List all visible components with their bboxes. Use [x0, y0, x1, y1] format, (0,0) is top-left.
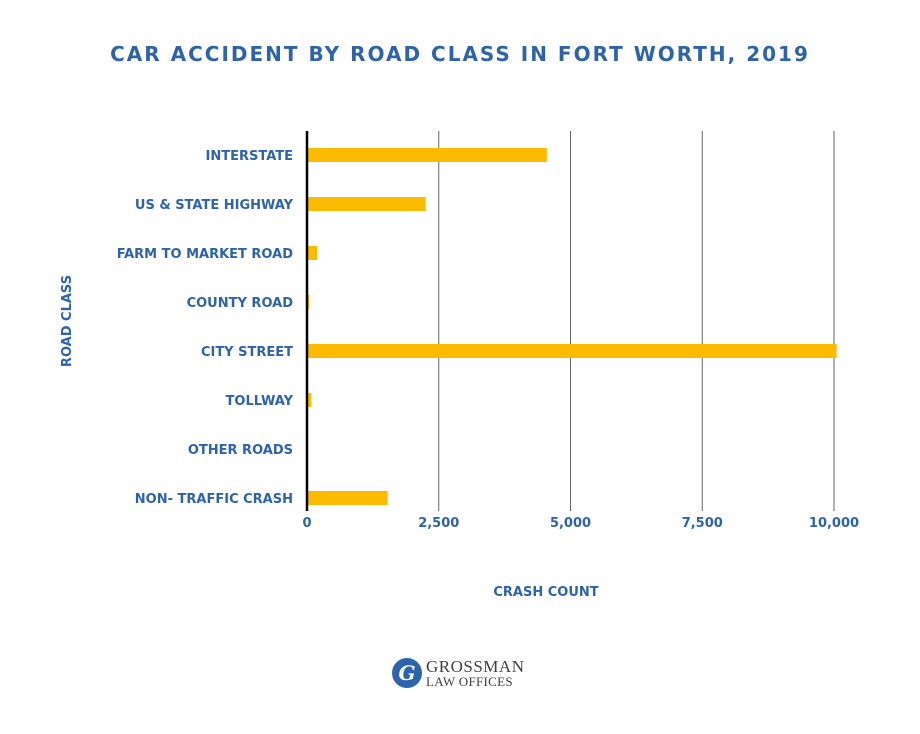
category-label: FARM TO MARKET ROAD [117, 247, 293, 262]
category-label: TOLLWAY [226, 394, 294, 409]
y-axis-label: ROAD CLASS [60, 275, 75, 367]
grossman-g-monogram-icon: G [392, 658, 422, 688]
bar [307, 491, 388, 505]
logo-text: GROSSMAN LAW OFFICES [426, 658, 524, 688]
category-label: NON- TRAFFIC CRASH [135, 492, 293, 507]
category-label: US & STATE HIGHWAY [135, 198, 294, 213]
x-tick-label: 10,000 [809, 516, 859, 531]
x-tick-label: 0 [302, 516, 311, 531]
x-tick-label: 7,500 [682, 516, 723, 531]
logo-line-2: LAW OFFICES [426, 674, 513, 689]
category-label: OTHER ROADS [188, 443, 293, 458]
x-tick-label: 5,000 [550, 516, 591, 531]
x-axis-label: CRASH COUNT [493, 585, 598, 600]
bar [307, 344, 837, 358]
chart-title: CAR ACCIDENT BY ROAD CLASS IN FORT WORTH… [110, 42, 810, 66]
category-label: CITY STREET [201, 345, 293, 360]
category-label: INTERSTATE [206, 149, 294, 164]
grossman-logo: G GROSSMAN LAW OFFICES [392, 655, 524, 691]
bar [307, 148, 547, 162]
bar [307, 197, 426, 211]
category-label: COUNTY ROAD [187, 296, 294, 311]
bar [307, 393, 312, 407]
x-tick-label: 2,500 [418, 516, 459, 531]
logo-line-1: GROSSMAN [426, 657, 525, 676]
bar [307, 246, 318, 260]
